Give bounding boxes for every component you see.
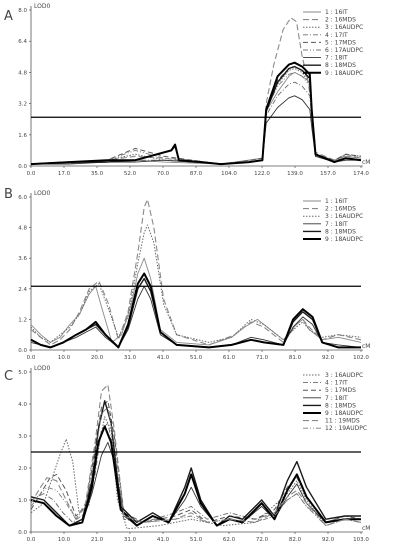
y-tick-label: 2.4	[18, 287, 27, 293]
x-tick-label: 87.0	[190, 171, 203, 177]
x-tick-label: 92.0	[322, 537, 335, 543]
legend-label: 6 : 17AUDPC	[325, 47, 363, 54]
x-tick-label: 70.0	[157, 171, 170, 177]
x-axis-title: cM	[362, 159, 370, 166]
x-axis-title: cM	[362, 343, 370, 350]
panel-label: A	[4, 9, 13, 24]
series-line	[30, 272, 361, 349]
y-tick-label: 0.0	[18, 348, 27, 354]
x-tick-label: 41.0	[157, 537, 170, 543]
legend-label: 11 : 19MDS	[325, 418, 360, 425]
x-tick-label: 10.0	[58, 537, 71, 543]
x-tick-label: 61.0	[223, 355, 236, 361]
x-tick-label: 103.0	[353, 537, 369, 543]
x-tick-label: 81.0	[289, 355, 302, 361]
x-tick-label: 0.0	[27, 355, 36, 361]
legend-label: 4 : 17IT	[325, 32, 348, 39]
legend-label: 3 : 16AUDPC	[325, 372, 363, 379]
x-tick-label: 17.0	[58, 171, 71, 177]
legend-label: 4 : 17IT	[325, 380, 348, 387]
x-tick-label: 102.0	[353, 355, 369, 361]
legend-label: 7 : 18IT	[325, 395, 348, 402]
legend-label: 1 : 16IT	[325, 198, 348, 205]
legend-label: 3 : 16AUDPC	[325, 24, 363, 31]
legend-label: 2 : 16MDS	[325, 17, 356, 24]
legend-label: 9 : 18AUDPC	[325, 410, 363, 417]
legend-label: 5 : 17MDS	[325, 387, 356, 394]
x-tick-label: 51.0	[190, 355, 203, 361]
panel-c: C LOD0 cM 0.0 1.0 2.0 3.0 4.0 5.0 0.0 10.0 21.0 31.0…	[4, 365, 370, 543]
y-tick-label: 5.0	[18, 370, 27, 376]
legend-label: 2 : 16MDS	[325, 206, 356, 213]
series-line	[30, 425, 361, 527]
x-tick-label: 62.0	[223, 537, 236, 543]
y-tick-label: 0.0	[18, 530, 27, 536]
legend-label: 5 : 17MDS	[325, 39, 356, 46]
series-line	[30, 198, 362, 346]
panel-label: C	[4, 369, 13, 384]
y-axis-title: LOD0	[34, 3, 50, 10]
y-tick-label: 1.0	[18, 498, 27, 504]
x-tick-label: 0.0	[27, 171, 36, 177]
y-tick-label: 2.0	[18, 466, 27, 472]
legend-label: 12 : 19AUDPC	[325, 425, 367, 432]
x-tick-label: 92.0	[322, 355, 335, 361]
series-line	[30, 406, 362, 527]
x-tick-label: 72.0	[256, 537, 269, 543]
x-axis-title: cM	[362, 525, 370, 532]
x-tick-label: 31.0	[124, 355, 137, 361]
y-tick-label: 4.8	[18, 70, 27, 76]
y-tick-label: 4.8	[18, 226, 27, 232]
x-tick-label: 51.0	[190, 537, 203, 543]
x-tick-label: 157.0	[320, 171, 336, 177]
legend-label: 8 : 18MDS	[325, 228, 356, 235]
x-tick-label: 21.0	[91, 537, 104, 543]
panel-a: A LOD0 cM 0.0 1.6 3.2 4.8 6.4 8.0 0.0 17.0 35.0 52.0…	[4, 3, 370, 177]
panel-label: B	[4, 187, 13, 202]
y-tick-label: 6.0	[18, 195, 27, 201]
series-line	[30, 61, 362, 166]
x-tick-label: 104.0	[221, 171, 237, 177]
y-tick-label: 1.2	[18, 317, 27, 323]
x-tick-label: 139.0	[287, 171, 303, 177]
x-tick-label: 52.0	[124, 171, 137, 177]
legend-label: 8 : 18MDS	[325, 402, 356, 409]
legend-label: 8 : 18MDS	[325, 62, 356, 69]
legend-label: 7 : 18IT	[325, 221, 348, 228]
y-tick-label: 3.0	[18, 434, 27, 440]
series-line	[30, 416, 362, 530]
x-tick-label: 122.0	[254, 171, 270, 177]
y-tick-label: 4.0	[18, 402, 27, 408]
series-line	[30, 17, 362, 165]
x-tick-label: 0.0	[27, 537, 36, 543]
legend-label: 9 : 18AUDPC	[325, 70, 363, 77]
legend-label: 1 : 16IT	[325, 9, 348, 16]
series-line	[30, 224, 362, 343]
x-tick-label: 41.0	[157, 355, 170, 361]
x-tick-label: 35.0	[91, 171, 104, 177]
legend-label: 9 : 18AUDPC	[325, 236, 363, 243]
y-tick-label: 3.6	[18, 256, 27, 262]
x-tick-label: 31.0	[124, 537, 137, 543]
x-tick-label: 174.0	[353, 171, 369, 177]
x-tick-label: 71.0	[256, 355, 269, 361]
x-tick-label: 82.0	[289, 537, 302, 543]
y-tick-label: 0.0	[18, 164, 27, 170]
legend-label: 7 : 18IT	[325, 55, 348, 62]
legend-label: 3 : 16AUDPC	[325, 213, 363, 220]
y-axis-title: LOD0	[34, 365, 50, 372]
x-tick-label: 10.0	[58, 355, 71, 361]
x-tick-label: 20.0	[91, 355, 104, 361]
panel-b: B LOD0 cM 0.0 1.2 2.4 3.6 4.8 6.0 0.0 10.0 20.0 31.0…	[4, 187, 370, 361]
series-line	[30, 285, 362, 348]
y-tick-label: 8.0	[18, 8, 27, 14]
y-tick-label: 3.2	[18, 102, 27, 108]
y-tick-label: 6.4	[18, 39, 27, 45]
series-line	[30, 422, 362, 523]
y-axis-title: LOD0	[34, 190, 50, 197]
y-tick-label: 1.6	[18, 133, 27, 139]
